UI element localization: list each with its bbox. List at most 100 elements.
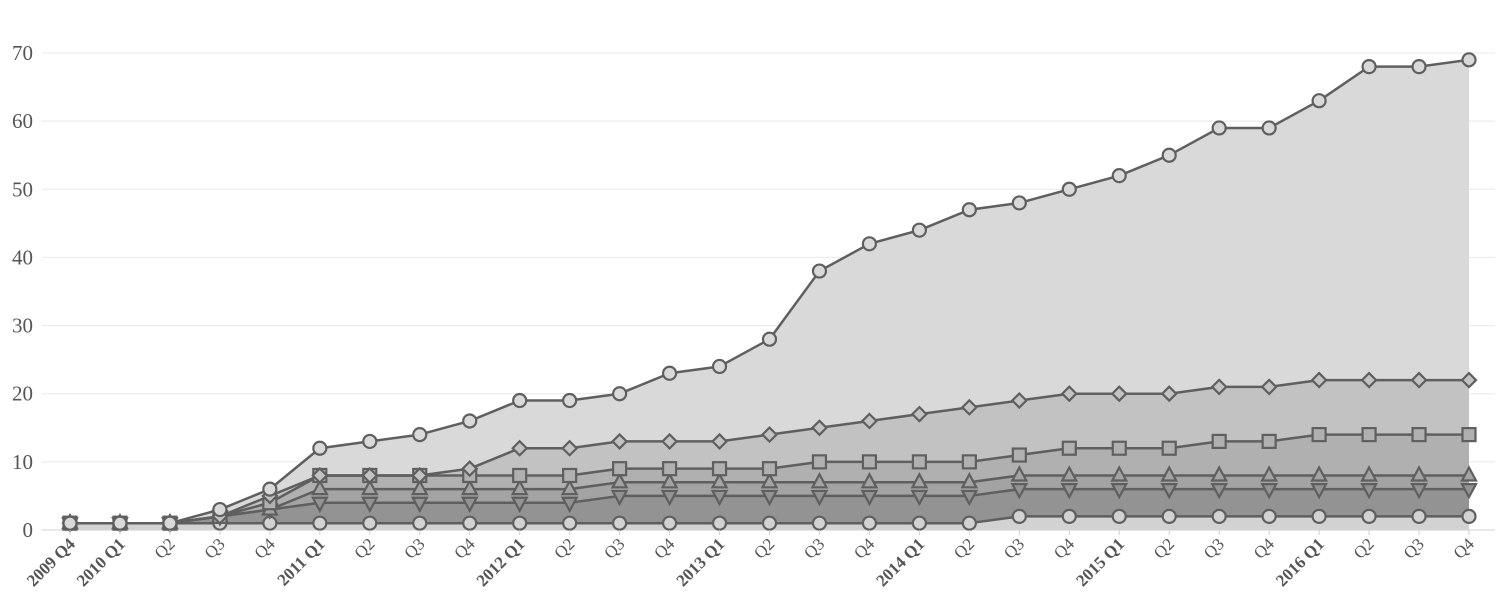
x-tick-label: Q3 [201, 534, 229, 562]
data-point [1110, 483, 1129, 500]
data-point [710, 432, 729, 450]
data-point [861, 454, 878, 470]
data-point [162, 515, 178, 531]
data-point [761, 515, 778, 531]
data-point [1060, 385, 1078, 403]
data-point [961, 202, 977, 218]
data-point [461, 460, 479, 478]
data-point [612, 386, 628, 402]
data-point [1361, 508, 1377, 524]
data-point [711, 461, 728, 477]
x-tick-label: Q4 [1250, 534, 1278, 562]
data-point [761, 461, 778, 477]
data-point [512, 392, 528, 409]
data-point [1061, 181, 1077, 197]
data-point [510, 496, 529, 514]
data-point [661, 515, 678, 531]
x-tick-label: Q4 [1450, 534, 1478, 562]
data-point [1411, 427, 1427, 443]
data-point [711, 515, 728, 531]
data-point [1161, 440, 1177, 456]
data-point [1260, 483, 1278, 500]
data-point [810, 489, 829, 507]
data-point [612, 515, 628, 531]
data-point [610, 489, 629, 507]
data-point [711, 358, 728, 375]
data-point [1411, 508, 1427, 524]
data-point [1211, 120, 1227, 136]
data-point [62, 515, 78, 531]
data-point [960, 471, 979, 489]
data-point [512, 467, 528, 484]
data-point [1311, 93, 1327, 109]
data-point [362, 433, 378, 450]
x-tick-label: Q2 [950, 534, 978, 562]
data-point [212, 501, 228, 518]
data-point [610, 471, 629, 489]
x-tick-label: 2016 Q1 [1272, 534, 1328, 590]
y-tick-label: 60 [12, 109, 33, 133]
data-point [1461, 508, 1477, 524]
series-area [70, 380, 1469, 524]
x-tick-label: 2010 Q1 [73, 534, 129, 590]
data-point [361, 466, 379, 485]
data-point [412, 427, 428, 443]
x-tick-label: 2013 Q1 [673, 534, 729, 590]
data-point [1210, 378, 1228, 396]
data-point [112, 515, 128, 531]
data-point [1460, 483, 1478, 500]
data-point [1310, 465, 1328, 482]
data-point [1360, 483, 1378, 500]
x-tick-label: Q2 [350, 534, 378, 562]
y-tick-label: 30 [12, 314, 33, 338]
data-point [462, 413, 478, 429]
x-tick-label: Q3 [400, 534, 428, 562]
x-tick-label: Q4 [1050, 534, 1078, 562]
data-point [1060, 465, 1079, 482]
data-point [810, 471, 829, 489]
x-tick-label: Q2 [1150, 534, 1178, 562]
data-point [1011, 447, 1027, 463]
data-point [511, 439, 529, 457]
x-tick-label: Q2 [151, 534, 179, 562]
data-point [1310, 483, 1328, 500]
x-tick-label: Q3 [1200, 534, 1228, 562]
y-tick-label: 20 [12, 382, 33, 406]
data-point [360, 478, 379, 496]
data-point [1061, 508, 1077, 524]
data-point [961, 515, 977, 531]
data-point [1461, 427, 1477, 443]
x-tick-label: Q4 [850, 534, 878, 562]
data-point [1361, 427, 1377, 443]
x-tick-label: Q4 [450, 534, 478, 562]
data-point [861, 515, 878, 531]
data-point [1261, 433, 1277, 450]
data-point [1110, 385, 1128, 403]
data-point [1010, 391, 1028, 410]
data-point [1110, 465, 1129, 482]
data-point [1461, 52, 1477, 68]
data-point [860, 489, 879, 507]
data-point [1010, 483, 1029, 500]
x-tick-label: Q2 [750, 534, 778, 562]
x-tick-label: 2012 Q1 [473, 534, 529, 590]
x-tick-label: Q3 [600, 534, 628, 562]
data-point [1361, 59, 1377, 75]
y-tick-label: 40 [12, 245, 33, 269]
data-point [562, 515, 578, 531]
data-point [860, 471, 879, 489]
data-point [410, 478, 429, 496]
data-point [562, 392, 578, 409]
data-point [1460, 371, 1478, 389]
data-point [1360, 465, 1378, 482]
data-point [1011, 195, 1027, 211]
data-point [1160, 483, 1179, 500]
data-point [1210, 465, 1229, 482]
x-tick-label: Q3 [1400, 534, 1428, 562]
data-point [660, 489, 679, 507]
data-point [960, 489, 979, 507]
data-point [1161, 508, 1177, 524]
x-tick-label: Q3 [1000, 534, 1028, 562]
data-point [1111, 168, 1127, 184]
data-point [512, 515, 528, 531]
